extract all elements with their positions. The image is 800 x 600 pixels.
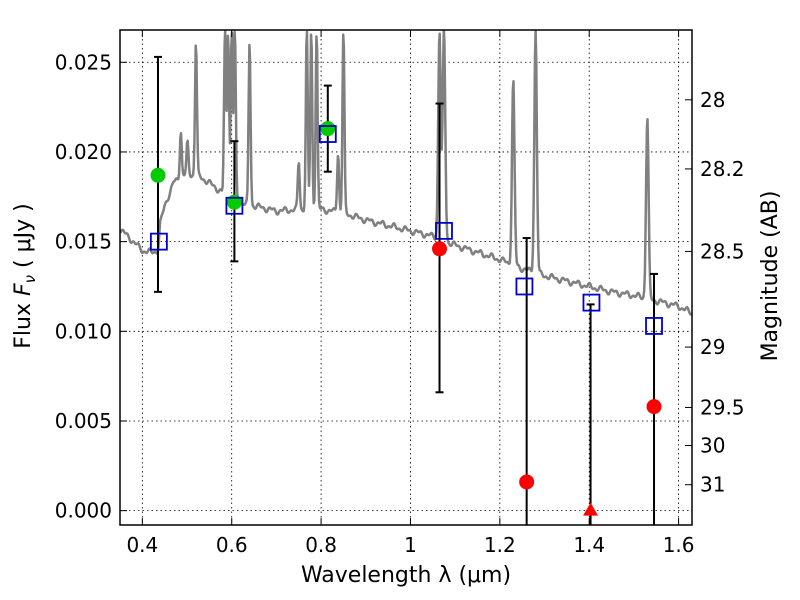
x-tick-label: 0.8	[305, 533, 337, 557]
x-tick-label: 0.6	[216, 533, 248, 557]
secondary-y-axis-label: Magnitude (AB)	[758, 191, 783, 362]
template-spectrum-line	[120, 30, 692, 316]
y-tick-label: 0.020	[55, 140, 112, 164]
upper-limit-point	[646, 399, 662, 415]
y-axis-label: Flux Fν ( μJy )	[11, 203, 39, 348]
y2-tick-label: 28.2	[700, 157, 745, 181]
upper-limit-point	[432, 241, 448, 257]
data-markers	[149, 121, 663, 516]
y-tick-label: 0.010	[55, 319, 112, 343]
model-flux-square	[645, 317, 663, 335]
model-flux-square	[515, 277, 534, 296]
y2-tick-label: 29	[700, 335, 725, 359]
grid-lines	[120, 30, 692, 525]
detection-point	[320, 121, 336, 137]
y2-tick-label: 30	[700, 434, 725, 458]
tick-labels: 0.4 0.6 0.8 1 1.2 1.4 1.6 0.000 0.005 0.010 0.015 0…	[55, 50, 745, 557]
x-tick-label: 1	[404, 533, 417, 557]
x-axis-label: Wavelength λ (μm)	[301, 563, 511, 588]
upper-limit-point	[519, 474, 535, 490]
y2-tick-label: 29.5	[700, 395, 745, 419]
x-tick-label: 0.4	[126, 533, 158, 557]
y-tick-label: 0.025	[55, 50, 112, 74]
y2-tick-label: 28	[700, 88, 725, 112]
model-flux-square	[582, 293, 601, 312]
x-tick-label: 1.6	[663, 533, 695, 557]
y2-tick-label: 28.5	[700, 239, 745, 263]
plot-frame	[119, 29, 693, 526]
model-flux-square	[435, 221, 453, 240]
y-tick-label: 0.015	[55, 230, 112, 254]
y-tick-label: 0.000	[55, 499, 112, 523]
y-tick-label: 0.005	[55, 409, 112, 433]
detection-point	[150, 167, 166, 183]
model-flux-square	[225, 196, 244, 215]
model-flux-square	[149, 232, 168, 251]
x-tick-label: 1.2	[484, 533, 516, 557]
model-flux-square	[318, 125, 337, 143]
y2-tick-label: 31	[700, 473, 725, 497]
axis-ticks	[120, 30, 692, 525]
upper-limit-triangle-point	[583, 502, 599, 516]
x-tick-label: 1.4	[573, 533, 605, 557]
